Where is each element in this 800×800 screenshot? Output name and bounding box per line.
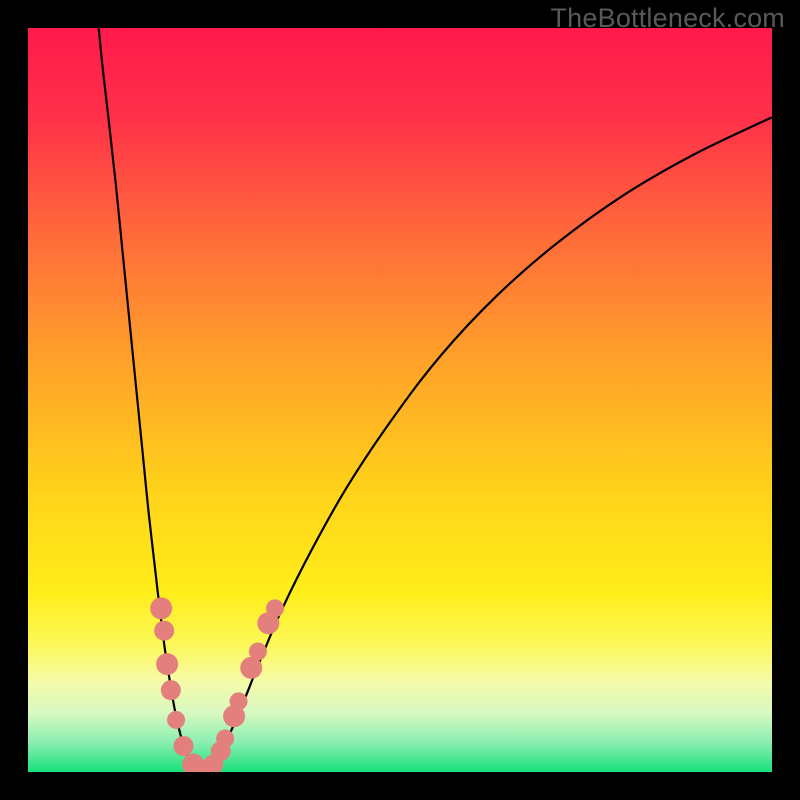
data-marker [249, 642, 267, 660]
plot-background [28, 28, 772, 772]
data-marker [167, 711, 185, 729]
data-marker [156, 653, 178, 675]
data-marker [154, 621, 174, 641]
data-marker [266, 599, 284, 617]
data-marker [216, 730, 234, 748]
data-marker [230, 692, 248, 710]
data-marker [161, 680, 181, 700]
bottleneck-chart [0, 0, 800, 800]
watermark-text: TheBottleneck.com [550, 3, 785, 34]
data-marker [150, 597, 172, 619]
data-marker [173, 736, 193, 756]
